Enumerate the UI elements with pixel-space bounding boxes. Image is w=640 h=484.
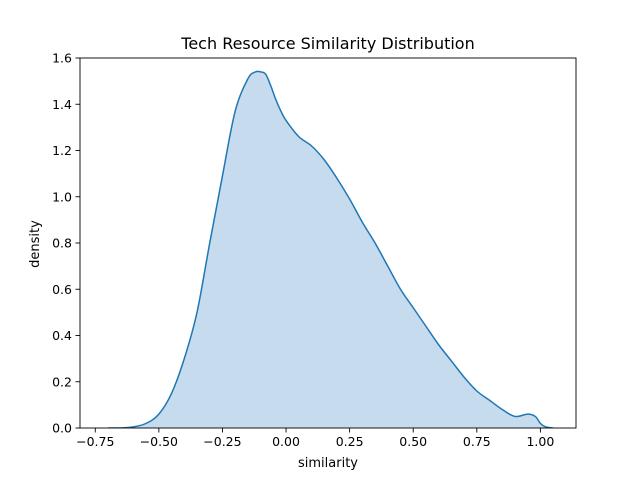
x-axis-label: similarity (298, 456, 358, 471)
y-tick-label: 1.0 (52, 189, 72, 204)
y-tick-label: 0.0 (52, 421, 72, 436)
x-tick-label: 1.00 (526, 434, 554, 449)
y-tick-label: 0.8 (52, 236, 72, 251)
x-tick-label: −0.25 (203, 434, 241, 449)
x-tick-label: −0.50 (140, 434, 178, 449)
chart-title: Tech Resource Similarity Distribution (180, 34, 474, 53)
y-tick-label: 1.6 (52, 51, 72, 66)
x-tick-label: 0.00 (272, 434, 300, 449)
y-tick-label: 0.2 (52, 374, 72, 389)
y-tick-label: 0.6 (52, 282, 72, 297)
x-tick-label: 0.50 (399, 434, 427, 449)
y-axis-label: density (28, 220, 43, 268)
density-line (107, 70, 554, 428)
x-tick-label: 0.75 (463, 434, 491, 449)
y-tick-label: 0.4 (52, 328, 72, 343)
series-group (107, 70, 554, 428)
x-axis: −0.75 −0.50 −0.25 0.00 0.25 0.50 0.75 1.00 (76, 428, 554, 449)
x-tick-label: 0.25 (336, 434, 364, 449)
y-tick-label: 1.2 (52, 143, 72, 158)
density-area (107, 71, 554, 428)
y-axis: 0.0 0.2 0.4 0.6 0.8 1.0 1.2 1.4 1.6 (52, 51, 80, 436)
x-tick-label: −0.75 (76, 434, 114, 449)
y-tick-label: 1.4 (52, 97, 72, 112)
